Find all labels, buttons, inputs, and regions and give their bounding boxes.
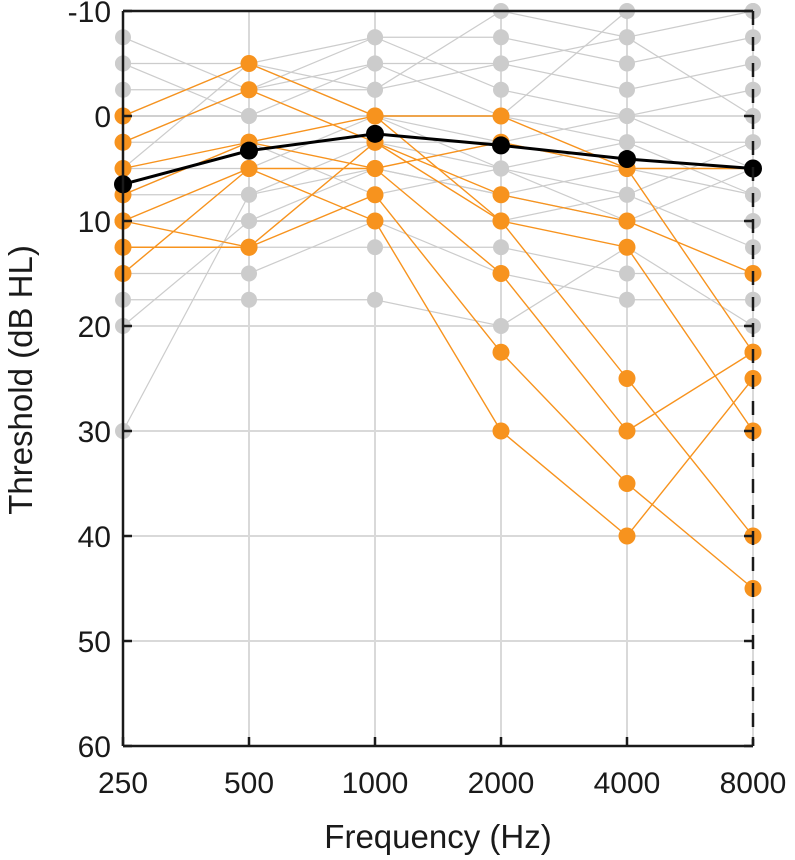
y-tick-label: 40 xyxy=(78,521,111,554)
highlight-series-line xyxy=(122,141,754,432)
background-series-line xyxy=(122,141,754,432)
highlight-series-line xyxy=(122,141,754,353)
highlight-data-point xyxy=(366,212,384,230)
background-data-point xyxy=(619,265,635,282)
highlight-series-layer xyxy=(114,55,762,597)
background-data-point xyxy=(619,29,635,46)
background-data-point xyxy=(367,29,383,46)
mean-series-line xyxy=(122,132,754,186)
y-tick-label: 50 xyxy=(78,626,111,659)
background-series-line xyxy=(122,10,754,91)
background-data-point xyxy=(493,81,509,98)
background-series-line xyxy=(123,115,754,196)
background-data-point xyxy=(619,55,635,72)
background-data-point xyxy=(619,186,635,203)
y-tick-label: 30 xyxy=(78,416,111,449)
highlight-data-point xyxy=(366,186,384,204)
background-data-point xyxy=(241,291,257,308)
y-tick-label: 0 xyxy=(94,101,111,134)
y-tick-label: -10 xyxy=(68,0,111,29)
highlight-data-point xyxy=(618,370,636,387)
background-data-point xyxy=(493,55,509,72)
highlight-series-line xyxy=(122,167,754,537)
highlight-series-line xyxy=(123,193,754,590)
background-data-point xyxy=(493,29,509,46)
highlight-data-point xyxy=(240,238,258,256)
background-series-line xyxy=(123,36,754,117)
highlight-data-point xyxy=(240,81,258,99)
highlight-data-point xyxy=(492,422,510,440)
highlight-data-point xyxy=(492,265,510,282)
y-tick-label: 60 xyxy=(78,731,111,764)
x-tick-label: 8000 xyxy=(720,767,787,800)
y-axis-title: Threshold (dB HL) xyxy=(2,245,39,515)
background-data-point xyxy=(367,81,383,98)
background-data-point xyxy=(493,239,509,256)
highlight-data-point xyxy=(240,55,258,72)
x-tick-label: 2000 xyxy=(468,767,535,800)
highlight-data-point xyxy=(618,212,636,230)
highlight-series-line xyxy=(122,62,753,170)
highlight-data-point xyxy=(366,107,384,125)
background-data-point xyxy=(619,134,635,151)
mean-data-point xyxy=(366,124,384,143)
mean-data-point xyxy=(240,141,258,160)
x-tick-label: 500 xyxy=(224,767,274,800)
background-data-point xyxy=(493,160,509,177)
background-data-point xyxy=(241,108,257,124)
background-data-point xyxy=(493,318,509,334)
axes-layer xyxy=(121,9,755,748)
highlight-data-point xyxy=(618,475,636,492)
background-series-line xyxy=(123,246,754,327)
background-data-point xyxy=(241,186,257,203)
highlight-data-point xyxy=(492,186,510,204)
background-data-point xyxy=(367,55,383,72)
background-data-point xyxy=(619,108,635,124)
x-tick-label: 1000 xyxy=(342,767,409,800)
mean-data-point xyxy=(618,150,636,169)
background-data-point xyxy=(367,239,383,256)
x-axis-title: Frequency (Hz) xyxy=(324,818,551,855)
highlight-data-point xyxy=(492,343,510,361)
highlight-series-line xyxy=(122,115,754,537)
background-data-point xyxy=(241,265,257,282)
background-series-line xyxy=(123,220,753,301)
highlight-data-point xyxy=(618,238,636,256)
highlight-data-point xyxy=(618,527,636,545)
background-data-point xyxy=(367,291,383,308)
background-data-point xyxy=(241,213,257,229)
background-series-line xyxy=(122,62,754,170)
highlight-data-point xyxy=(366,160,384,177)
grid-layer xyxy=(122,10,754,747)
highlight-data-point xyxy=(618,422,636,440)
y-tick-label: 20 xyxy=(78,311,111,344)
highlight-data-point xyxy=(492,107,510,125)
background-data-point xyxy=(619,81,635,98)
background-series-line xyxy=(123,246,753,275)
x-tick-label: 4000 xyxy=(594,767,661,800)
y-tick-label: 10 xyxy=(78,206,111,239)
background-series-line xyxy=(123,36,754,65)
mean-series-layer xyxy=(114,124,762,194)
x-tick-label: 250 xyxy=(98,767,148,800)
highlight-series-line xyxy=(122,167,754,432)
background-data-point xyxy=(619,291,635,308)
mean-data-point xyxy=(492,136,510,155)
highlight-data-point xyxy=(492,212,510,230)
highlight-data-point xyxy=(240,160,258,177)
